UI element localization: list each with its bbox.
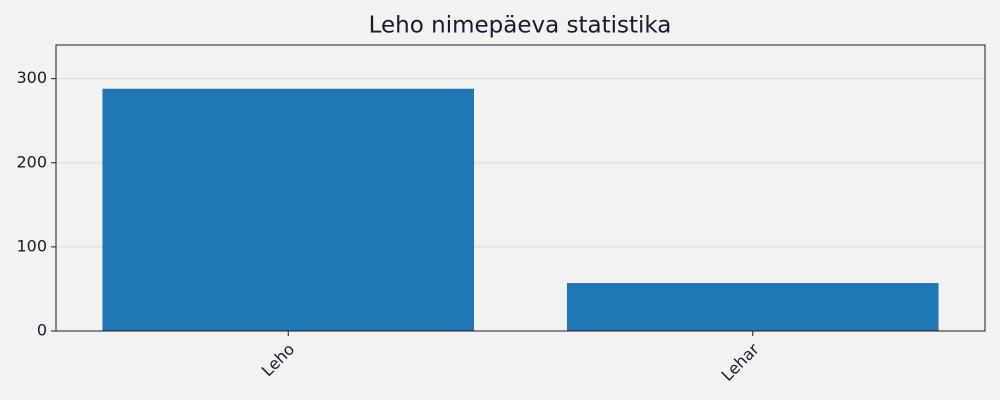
y-tick-label: 300 (16, 68, 47, 87)
y-tick-label: 200 (16, 152, 47, 171)
y-tick-label: 100 (16, 236, 47, 255)
plot-frame (55, 44, 986, 332)
bar (566, 283, 939, 331)
chart-title: Leho nimepäeva statistika (369, 13, 672, 39)
y-tick-label: 0 (37, 321, 47, 340)
bar (102, 88, 475, 331)
